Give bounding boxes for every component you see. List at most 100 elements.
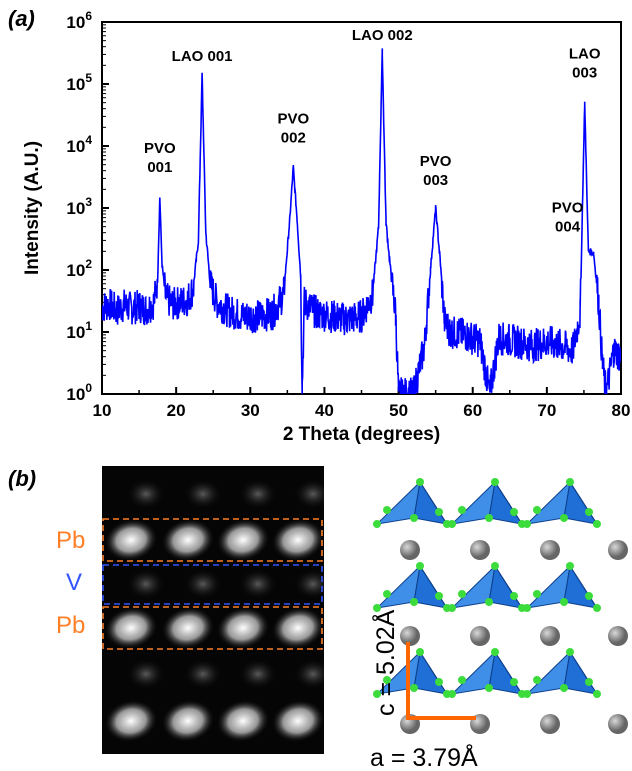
o-atom bbox=[458, 590, 466, 598]
vo-pyramid bbox=[523, 562, 601, 612]
pb-atom bbox=[608, 626, 628, 646]
stem-pb-atom bbox=[104, 606, 158, 650]
stem-v-atom bbox=[126, 658, 166, 690]
vo-pyramid bbox=[373, 562, 451, 612]
o-atom bbox=[510, 592, 518, 600]
o-atom bbox=[435, 592, 443, 600]
x-tick-label: 80 bbox=[612, 401, 631, 420]
o-atom bbox=[585, 678, 593, 686]
o-atom bbox=[458, 676, 466, 684]
vo-pyramid bbox=[448, 648, 526, 698]
o-atom bbox=[410, 514, 418, 522]
o-atom bbox=[566, 562, 574, 570]
o-atom bbox=[523, 690, 531, 698]
y-tick-label: 103 bbox=[66, 195, 92, 218]
o-atom bbox=[533, 590, 541, 598]
stem-image bbox=[102, 466, 324, 754]
o-atom bbox=[533, 506, 541, 514]
o-atom bbox=[383, 506, 391, 514]
vo-pyramid bbox=[448, 562, 526, 612]
stem-pb-atom bbox=[161, 518, 215, 562]
pb-atom bbox=[470, 540, 490, 560]
xrd-intensity-line bbox=[102, 48, 621, 394]
x-tick-label: 20 bbox=[167, 401, 186, 420]
o-atom bbox=[485, 514, 493, 522]
panel-a-label: (a) bbox=[8, 6, 35, 31]
a-lattice-label: a = 3.79Å bbox=[370, 742, 478, 771]
y-tick-label: 104 bbox=[66, 133, 92, 156]
pb-atom bbox=[540, 540, 560, 560]
o-atom bbox=[458, 506, 466, 514]
stem-pb-atom bbox=[271, 699, 324, 743]
o-atom bbox=[523, 520, 531, 528]
o-atom bbox=[593, 690, 601, 698]
y-tick-label: 101 bbox=[66, 319, 92, 342]
o-atom bbox=[485, 598, 493, 606]
o-atom bbox=[448, 520, 456, 528]
vo-pyramid bbox=[523, 478, 601, 528]
o-atom bbox=[566, 478, 574, 486]
panel-b-label: (b) bbox=[8, 466, 37, 491]
stem-v-atom bbox=[293, 658, 324, 690]
o-atom bbox=[510, 678, 518, 686]
pb-atom bbox=[470, 626, 490, 646]
x-tick-label: 40 bbox=[315, 401, 334, 420]
stem-v-atom bbox=[126, 568, 166, 600]
o-atom bbox=[448, 690, 456, 698]
stem-v-atom bbox=[238, 568, 278, 600]
x-tick-label: 50 bbox=[389, 401, 408, 420]
o-atom bbox=[383, 676, 391, 684]
stem-v-atom bbox=[293, 568, 324, 600]
o-atom bbox=[416, 478, 424, 486]
o-atom bbox=[593, 604, 601, 612]
layer-box bbox=[102, 518, 323, 562]
stem-v-atom bbox=[238, 478, 278, 510]
stem-v-atom bbox=[183, 478, 223, 510]
o-atom bbox=[373, 604, 381, 612]
peak-label: PVO 004 bbox=[552, 200, 584, 236]
peak-label: LAO 001 bbox=[172, 48, 233, 65]
o-atom bbox=[593, 520, 601, 528]
o-atom bbox=[435, 508, 443, 516]
stem-pb-atom bbox=[161, 606, 215, 650]
pb-atom bbox=[400, 540, 420, 560]
o-atom bbox=[410, 598, 418, 606]
stem-pb-atom bbox=[104, 518, 158, 562]
layer-box bbox=[102, 606, 323, 650]
y-tick-label: 106 bbox=[66, 9, 92, 32]
vo-pyramid bbox=[448, 478, 526, 528]
o-atom bbox=[485, 684, 493, 692]
stem-pb-atom bbox=[271, 606, 324, 650]
c-lattice-label: c = 5.02Å bbox=[370, 609, 400, 716]
stem-pb-atom bbox=[271, 518, 324, 562]
layer-label-pb-bottom: Pb bbox=[56, 612, 86, 639]
o-atom bbox=[416, 562, 424, 570]
stem-v-atom bbox=[238, 658, 278, 690]
crystal-structure: c = 5.02Å a = 3.79Å bbox=[370, 478, 628, 771]
stem-pb-atom bbox=[216, 518, 270, 562]
o-atom bbox=[533, 676, 541, 684]
stem-v-atom bbox=[183, 658, 223, 690]
y-tick-label: 105 bbox=[66, 71, 92, 94]
o-atom bbox=[560, 598, 568, 606]
y-axis-title: Intensity (A.U.) bbox=[22, 141, 43, 275]
y-tick-label: 100 bbox=[66, 381, 92, 404]
o-atom bbox=[523, 604, 531, 612]
x-tick-label: 30 bbox=[241, 401, 260, 420]
pb-atom bbox=[540, 714, 560, 734]
x-axis-title: 2 Theta (degrees) bbox=[283, 424, 440, 445]
o-atom bbox=[585, 508, 593, 516]
o-atom bbox=[560, 684, 568, 692]
stem-pb-atom bbox=[104, 699, 158, 743]
pb-atom bbox=[540, 626, 560, 646]
o-atom bbox=[435, 678, 443, 686]
o-atom bbox=[410, 684, 418, 692]
peak-label: PVO 001 bbox=[144, 140, 176, 176]
o-atom bbox=[491, 648, 499, 656]
o-atom bbox=[510, 508, 518, 516]
vo-pyramid bbox=[523, 648, 601, 698]
o-atom bbox=[448, 604, 456, 612]
o-atom bbox=[373, 520, 381, 528]
o-atom bbox=[491, 478, 499, 486]
vo-pyramid bbox=[373, 478, 451, 528]
